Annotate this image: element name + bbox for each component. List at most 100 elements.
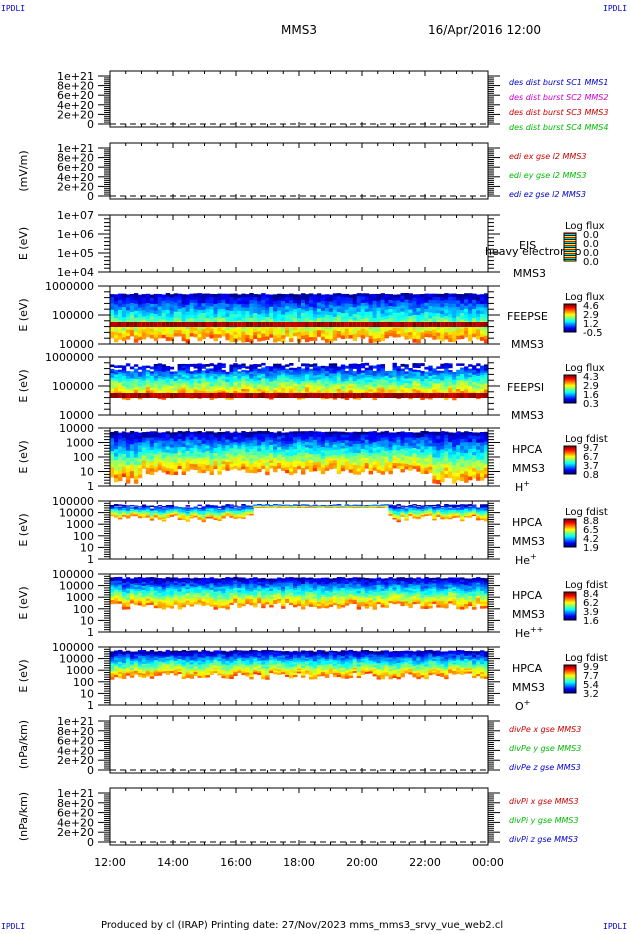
spectrogram-cell [265,440,270,444]
spectrogram-cell [364,293,370,297]
spectrogram-cell [125,465,131,470]
spectrogram-cell [476,436,481,440]
spectrogram-cell [217,362,222,366]
spectrogram-cell [372,338,377,343]
spectrogram-cell [388,447,393,451]
spectrogram-cell [157,510,163,512]
spectrogram-cell [205,318,210,322]
spectrogram-cell [265,459,270,463]
spectrogram-cell [460,300,465,304]
spectrogram-cell [460,380,465,383]
energy-band-cell [316,393,322,398]
spectrogram-cell [424,333,429,338]
spectrogram-cell [336,449,342,453]
spectrogram-cell [380,374,385,378]
spectrogram-cell [181,372,186,376]
colorbar-swatch [564,398,576,400]
spectrogram-cell [277,303,282,308]
energy-band-cell [137,393,143,398]
spectrogram-cell [428,365,433,369]
spectrogram-cell [376,375,381,378]
spectrogram-cell [121,507,127,509]
spectrogram-cell [153,307,159,311]
spectrogram-cell [420,467,425,471]
spectrogram-cell [404,293,409,297]
spectrogram-cell [169,381,175,384]
spectrogram-cell [157,516,163,518]
spectrogram-cell [129,514,135,516]
spectrogram-cell [149,519,155,521]
spectrogram-cell [129,471,135,475]
spectrogram-cell [404,383,409,386]
spectrogram-cell [340,459,346,463]
spectrogram-cell [448,458,453,463]
spectrogram-cell [173,302,179,306]
spectrogram-cell [352,376,358,379]
spectrogram-cell [468,313,473,318]
spectrogram-cell [436,439,441,444]
spectrogram-cell [281,372,286,375]
spectrogram-cell [185,389,190,393]
spectrogram-cell [293,332,298,337]
spectrogram-cell [308,303,314,308]
spectrogram-cell [209,389,214,393]
spectrogram-cell [328,385,334,389]
energy-band-cell [376,322,381,327]
spectrogram-cell [308,462,314,466]
spectrogram-cell [201,389,206,392]
spectrogram-cell [197,316,202,321]
spectrogram-cell [165,330,171,335]
spectrogram-cell [241,304,246,308]
spectrogram-cell [352,371,358,374]
spectrogram-cell [237,443,242,447]
spectrogram-cell [133,510,139,512]
y-tick-label: 8e+20 [57,80,94,93]
spectrogram-cell [412,442,417,446]
spectrogram-cell [301,391,306,395]
spectrogram-cell [229,307,234,312]
spectrogram-cell [444,309,449,314]
energy-band-cell [213,393,218,398]
spectrogram-cell [157,462,163,466]
spectrogram-cell [149,471,155,475]
spectrogram-cell [133,379,139,382]
colorbar-swatch [564,309,576,311]
spectrogram-cell [217,468,222,472]
spectrogram-cell [340,388,346,392]
spectrogram-cell [121,383,127,387]
spectrogram-cell [448,385,453,389]
spectrogram-cell [137,366,143,370]
spectrogram-cell [217,441,222,445]
spectrogram-cell [480,456,485,460]
spectrogram-cell [289,446,294,451]
spectrogram-cell [293,383,298,387]
spectrogram-cell [141,514,147,517]
spectrogram-cell [293,300,298,304]
spectrogram-cell [257,460,262,464]
spectrogram-cell [161,466,167,470]
spectrogram-cell [193,453,198,457]
spectrogram-cell [424,390,429,394]
y-tick-label: 0 [87,118,94,131]
spectrogram-cell [257,334,262,339]
spectrogram-cell [324,325,330,329]
spectrogram-cell [137,301,143,305]
spectrogram-cell [464,442,469,447]
spectrogram-cell [344,293,350,298]
spectrogram-cell [356,447,362,451]
spectrogram-cell [420,370,425,374]
spectrogram-cell [209,396,214,400]
colorbar-value: 0.0 [583,248,599,259]
spectrogram-cell [121,514,127,516]
spectrogram-cell [484,471,489,475]
spectrogram-cell [328,365,334,369]
colorbar-swatch [564,308,576,310]
spectrogram-cell [169,297,175,302]
spectrogram-cell [161,455,167,459]
spectrogram-cell [444,441,449,446]
spectrogram-cell [297,381,302,385]
spectrogram-cell [380,431,385,435]
spectrogram-cell [356,371,362,375]
spectrogram-cell [269,303,274,308]
colorbar-swatch [564,376,576,378]
